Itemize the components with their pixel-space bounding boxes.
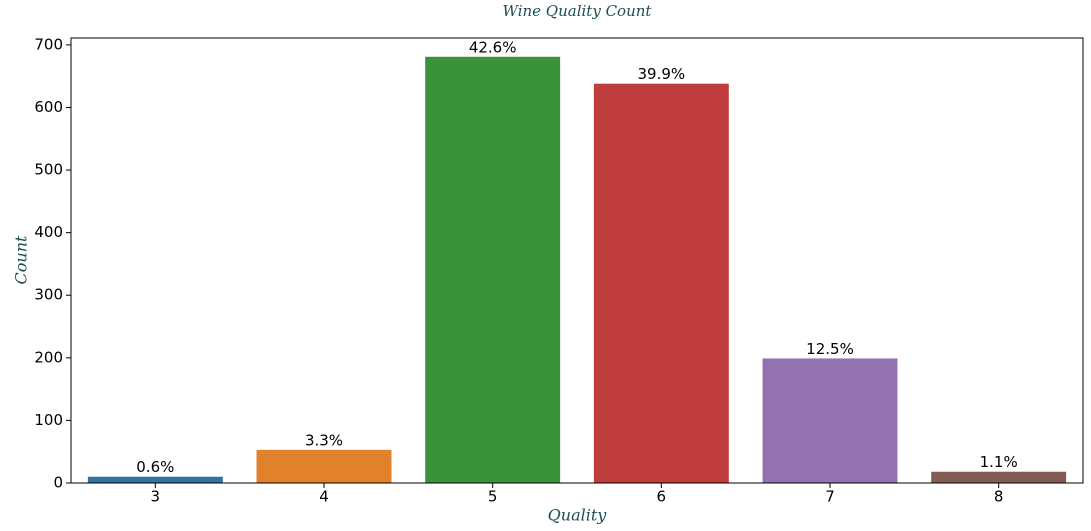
x-tick-label: 3 (151, 488, 161, 506)
y-tick-label: 600 (34, 98, 63, 116)
bar (931, 471, 1067, 483)
x-axis-label: Quality (548, 506, 608, 525)
bar-annotation: 42.6% (469, 38, 517, 56)
y-tick-label: 300 (34, 286, 63, 304)
bar-annotation: 0.6% (136, 458, 174, 476)
y-tick-label: 400 (34, 223, 63, 241)
y-tick-label: 100 (34, 411, 63, 429)
bar-annotation: 1.1% (980, 453, 1018, 471)
bar (762, 358, 898, 483)
plot-frame (70, 37, 1084, 484)
bar (593, 83, 729, 483)
x-tick-label: 8 (994, 488, 1004, 506)
y-tick-label: 0 (53, 474, 63, 492)
y-tick-label: 700 (34, 35, 63, 53)
x-tick-label: 7 (825, 488, 835, 506)
x-tick-label: 4 (319, 488, 329, 506)
bar (425, 56, 561, 484)
y-tick-label: 200 (34, 348, 63, 366)
bar-annotation: 39.9% (638, 65, 686, 83)
x-tick-label: 5 (488, 488, 498, 506)
bar (256, 449, 392, 483)
y-axis-label: Count (12, 235, 31, 284)
bar (87, 476, 223, 483)
y-tick-label: 500 (34, 161, 63, 179)
x-tick-label: 6 (657, 488, 667, 506)
chart-title: Wine Quality Count (503, 2, 653, 20)
bar-annotation: 12.5% (806, 340, 854, 358)
bar-annotation: 3.3% (305, 431, 343, 449)
